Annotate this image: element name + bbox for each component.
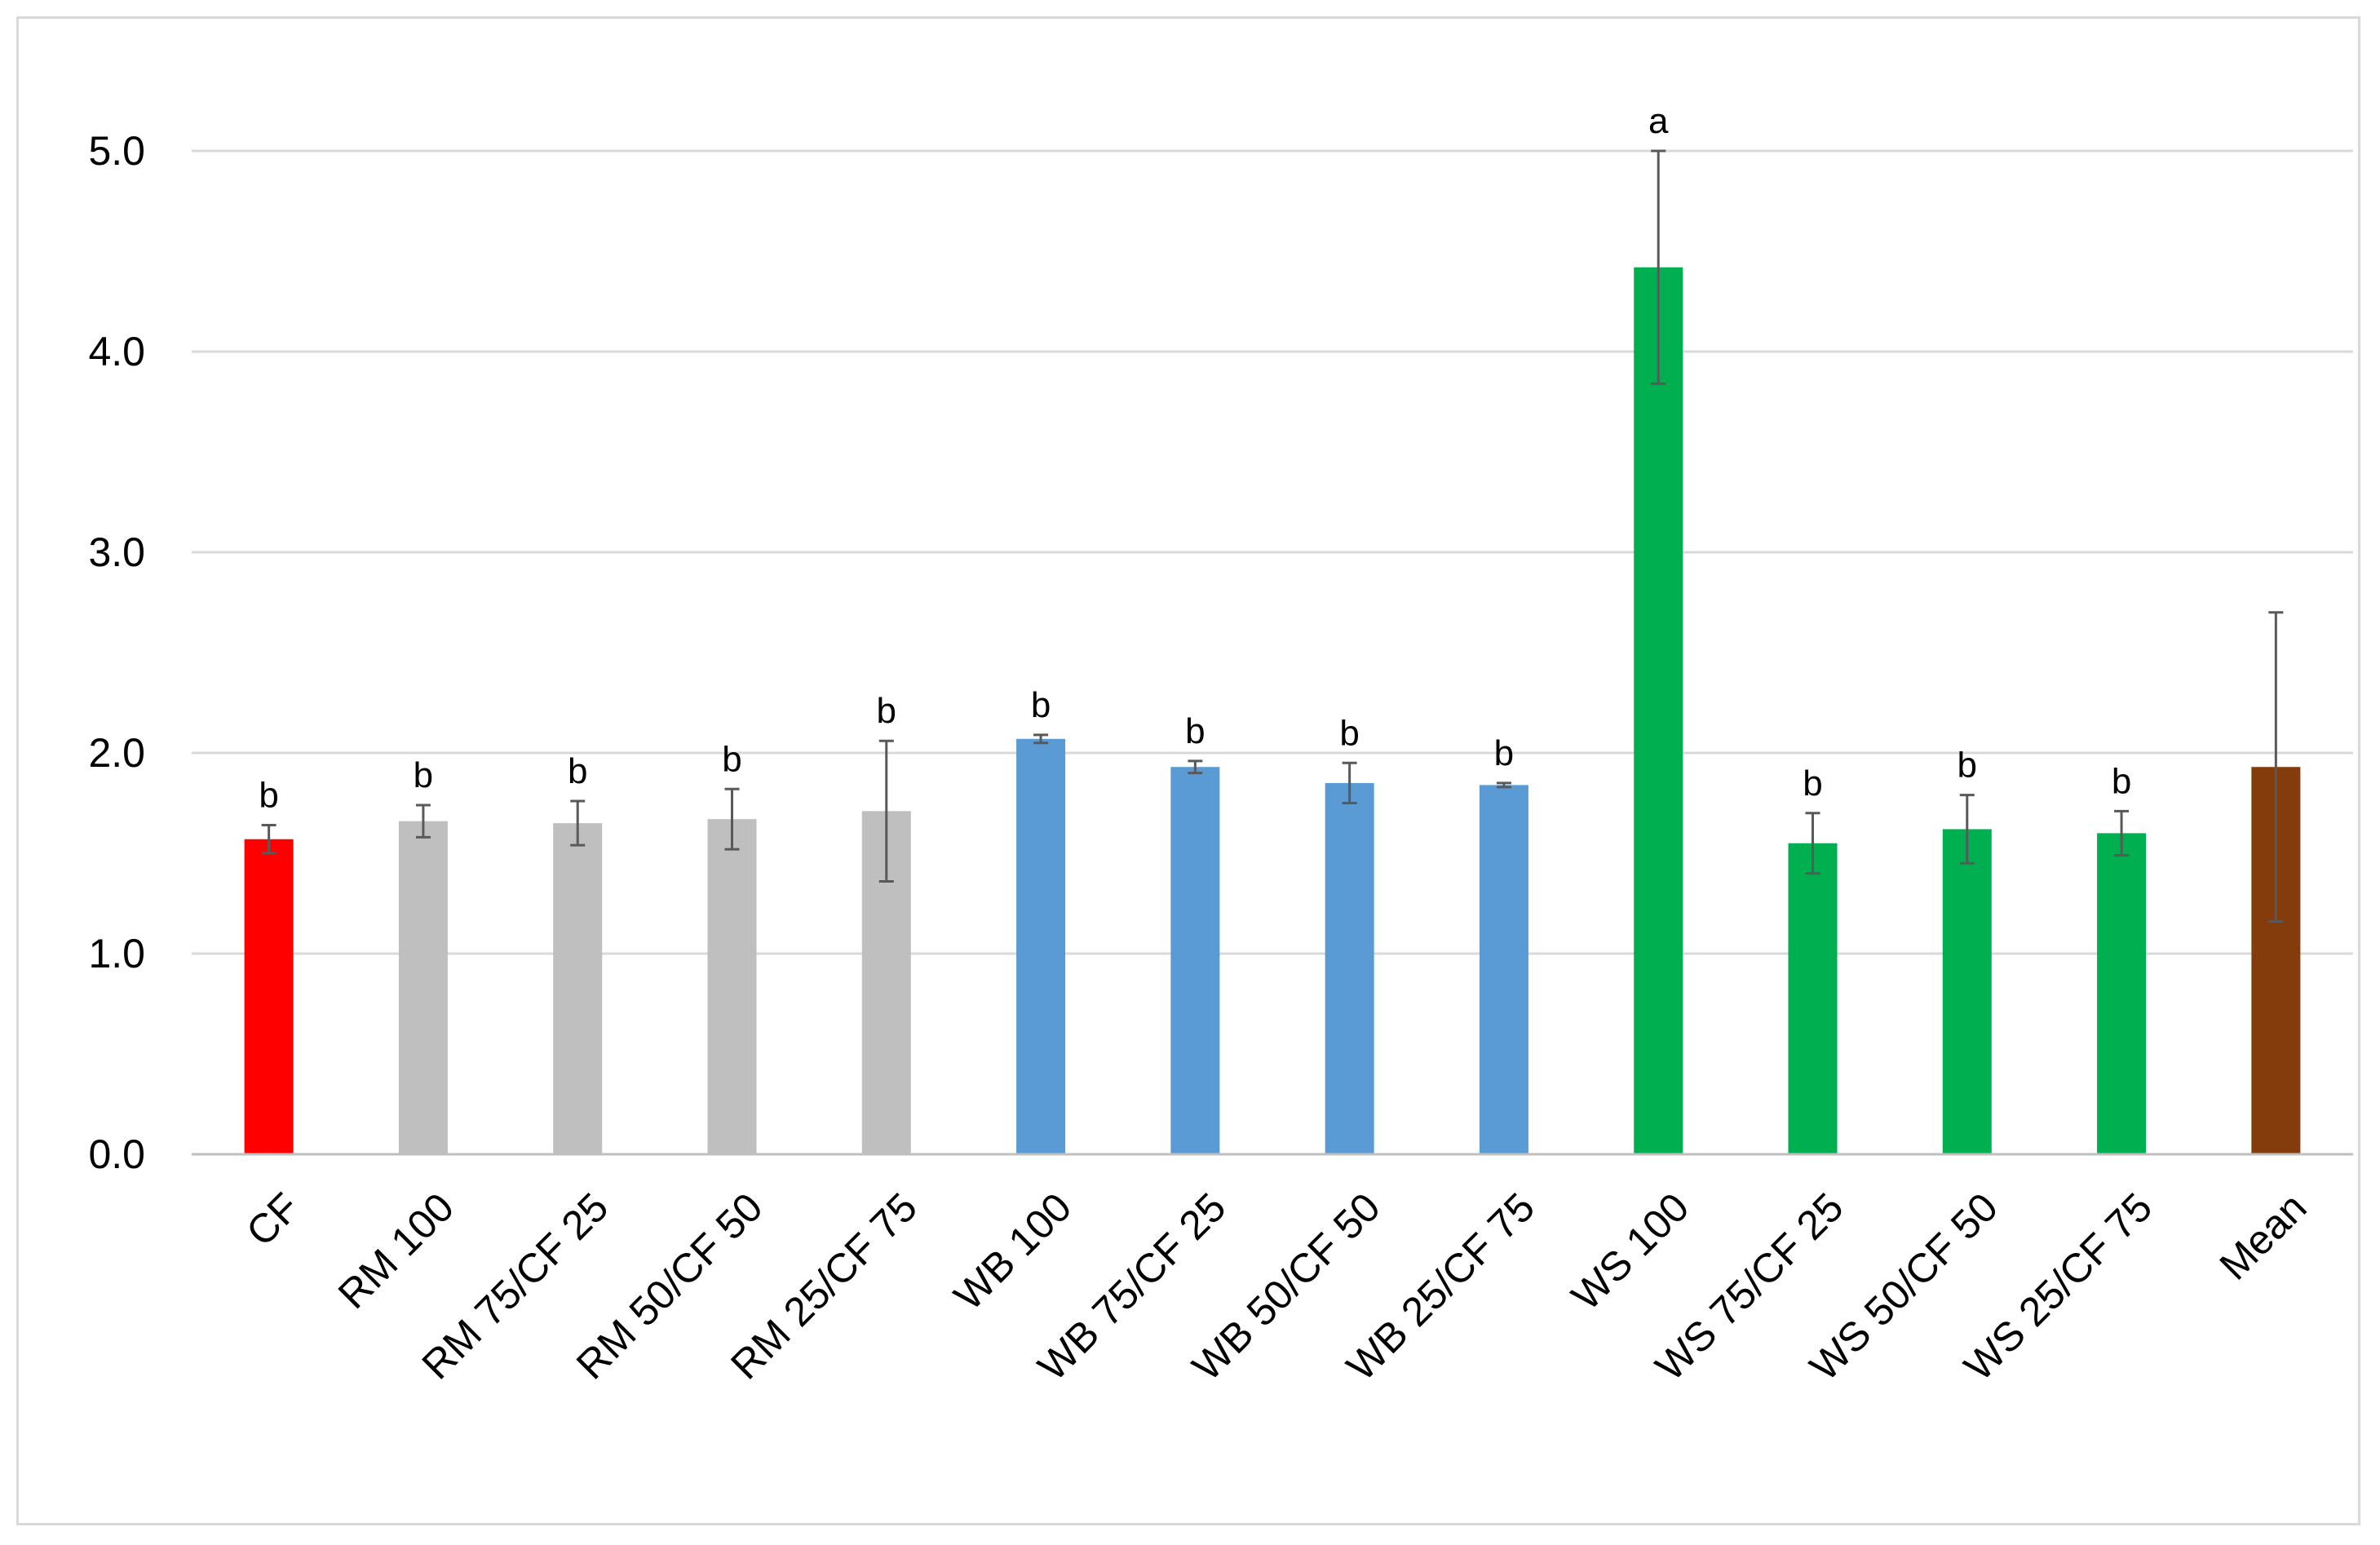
bar bbox=[244, 839, 294, 1154]
significance-letter: b bbox=[1339, 713, 1359, 753]
bar bbox=[553, 823, 603, 1154]
significance-letter: b bbox=[259, 776, 278, 816]
bar bbox=[1325, 782, 1374, 1154]
x-tick-label: Mean bbox=[2211, 1184, 2316, 1289]
bar bbox=[1634, 267, 1683, 1155]
bar bbox=[1942, 829, 1992, 1154]
significance-letter: b bbox=[1958, 746, 1977, 786]
x-tick-label: WB 100 bbox=[945, 1184, 1080, 1319]
significance-letter: b bbox=[1803, 764, 1822, 803]
significance-letter: b bbox=[568, 751, 587, 791]
bar bbox=[2097, 833, 2147, 1154]
significance-letter: b bbox=[2112, 761, 2131, 801]
y-tick-label: 2.0 bbox=[88, 730, 145, 776]
significance-letter: b bbox=[877, 691, 896, 731]
error-bars bbox=[261, 149, 2284, 923]
bars bbox=[244, 267, 2301, 1155]
x-tick-label: CF bbox=[237, 1184, 308, 1255]
grid-lines bbox=[192, 149, 2353, 955]
bar bbox=[398, 821, 448, 1154]
bar bbox=[1170, 767, 1220, 1154]
y-axis-tick-labels: 0.0 1.0 2.0 3.0 4.0 5.0 bbox=[88, 128, 145, 1177]
significance-letter: b bbox=[1185, 711, 1205, 751]
bar bbox=[1016, 738, 1066, 1154]
bar bbox=[1788, 843, 1838, 1154]
significance-letter: a bbox=[1648, 101, 1669, 141]
x-tick-label: RM 100 bbox=[330, 1184, 462, 1317]
bar bbox=[1479, 785, 1528, 1154]
y-tick-label: 3.0 bbox=[88, 529, 145, 575]
x-tick-label: WS 100 bbox=[1563, 1184, 1697, 1319]
y-tick-label: 1.0 bbox=[88, 931, 145, 976]
y-tick-label: 5.0 bbox=[88, 128, 145, 174]
significance-letter: b bbox=[722, 739, 741, 779]
significance-letter: b bbox=[1031, 685, 1051, 725]
y-tick-label: 4.0 bbox=[88, 329, 145, 374]
bar bbox=[707, 819, 757, 1154]
significance-letter: b bbox=[414, 755, 433, 795]
y-tick-label: 0.0 bbox=[88, 1131, 145, 1177]
significance-labels: b b b b b b b b b a b b b bbox=[259, 101, 2131, 816]
significance-letter: b bbox=[1494, 733, 1514, 773]
